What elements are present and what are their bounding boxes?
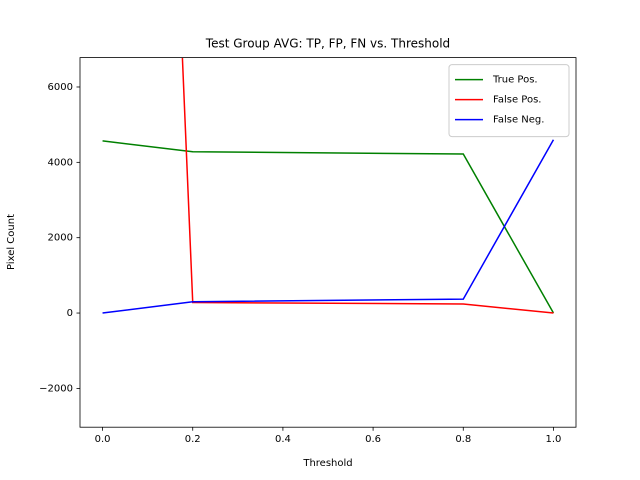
- axes-frame: [79, 57, 577, 428]
- x-tick-label: 0.8: [455, 434, 471, 445]
- y-tick-label: 2000: [48, 233, 73, 244]
- y-tick-label: −2000: [39, 383, 73, 394]
- legend-label: False Neg.: [493, 115, 544, 126]
- line-series: [181, 57, 554, 314]
- legend-label: True Pos.: [492, 75, 538, 86]
- plot-area: [102, 57, 555, 314]
- x-tick-label: 0.2: [185, 434, 201, 445]
- x-tick-label: 0.6: [365, 434, 381, 445]
- line-series: [102, 140, 555, 314]
- x-tick-label: 0.0: [95, 434, 111, 445]
- y-axis-label: Pixel Count: [6, 214, 17, 270]
- x-tick-label: 1.0: [546, 434, 562, 445]
- legend-label: False Pos.: [493, 95, 541, 106]
- y-tick-label: 4000: [48, 157, 73, 168]
- legend-box: [448, 64, 570, 138]
- x-tick-label: 0.4: [275, 434, 291, 445]
- x-axis-label: Threshold: [302, 458, 352, 469]
- line-series: [102, 139, 555, 314]
- chart-title: Test Group AVG: TP, FP, FN vs. Threshold: [205, 37, 450, 51]
- y-tick-label: 0: [67, 308, 73, 319]
- y-tick-label: 6000: [48, 82, 73, 93]
